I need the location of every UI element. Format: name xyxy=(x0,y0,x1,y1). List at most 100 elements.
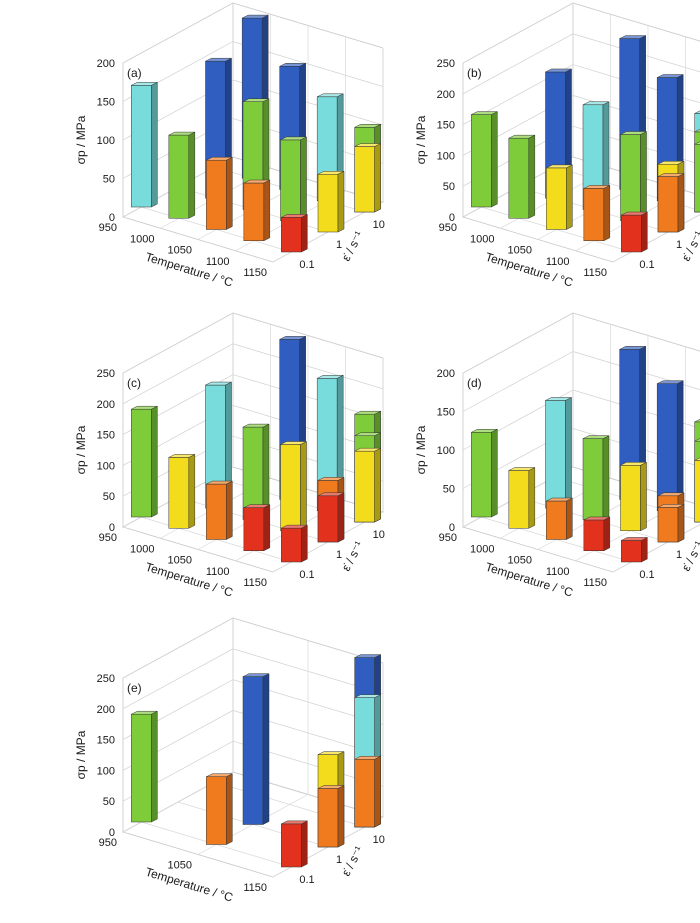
bar-top xyxy=(242,423,270,428)
bar-top xyxy=(131,82,158,86)
temp-tick-label: 1150 xyxy=(243,882,267,894)
bar xyxy=(354,447,381,523)
bar-top xyxy=(317,171,345,175)
temp-tick-label: 1050 xyxy=(168,245,192,257)
bar-side xyxy=(263,179,271,242)
bar-side xyxy=(337,785,345,848)
bar-side xyxy=(374,143,381,213)
bar-side xyxy=(374,755,381,828)
bar-top xyxy=(694,110,700,114)
bar-top xyxy=(354,447,381,452)
rate-tick-label: 1 xyxy=(336,549,342,561)
bar-front xyxy=(582,438,604,520)
bar-top xyxy=(619,346,646,350)
bar-front xyxy=(206,776,227,845)
bar xyxy=(620,131,647,222)
z-tick-label: 100 xyxy=(437,445,455,457)
temp-tick-label: 1150 xyxy=(243,267,267,279)
bar-top xyxy=(620,131,647,135)
bar xyxy=(657,173,685,233)
bar xyxy=(621,537,648,563)
bar xyxy=(317,492,345,543)
temp-tick-label: 1050 xyxy=(508,245,532,257)
bar-top xyxy=(279,63,306,67)
bar-top xyxy=(694,418,700,423)
rate-tick-label: 10 xyxy=(373,219,385,231)
z-tick-label: 250 xyxy=(97,673,115,685)
z-tick-label: 250 xyxy=(437,58,455,70)
z-tick-label: 0 xyxy=(109,212,115,224)
stress-axis-label: σp / MPa xyxy=(74,730,88,779)
bar-front xyxy=(354,450,375,523)
bar xyxy=(582,435,610,520)
panel-d: 05010015020095010001050110011500.1110(d)… xyxy=(414,312,700,600)
bar xyxy=(657,503,685,543)
bar xyxy=(317,170,345,233)
temp-tick-label: 1000 xyxy=(130,543,154,555)
bar-side xyxy=(565,397,572,509)
bar xyxy=(281,820,308,868)
bar xyxy=(131,81,158,208)
rate-tick-label: 1 xyxy=(676,549,682,561)
z-tick-label: 0 xyxy=(109,522,115,534)
rate-tick-label: 0.1 xyxy=(639,259,654,271)
bar-top xyxy=(281,820,308,825)
temp-tick-label: 1100 xyxy=(206,566,230,578)
bar-side xyxy=(188,131,196,219)
bar-top xyxy=(354,755,381,760)
bar-side xyxy=(528,134,536,219)
bar-top xyxy=(545,397,572,401)
bar xyxy=(206,156,233,230)
bar-side xyxy=(301,524,308,563)
bar-front xyxy=(354,758,375,828)
bar xyxy=(281,524,308,563)
z-tick-label: 150 xyxy=(97,735,115,747)
bar xyxy=(583,516,611,552)
bar-top xyxy=(619,35,646,39)
bar xyxy=(131,710,158,823)
bar-side xyxy=(603,184,611,242)
bar-top xyxy=(471,111,498,115)
bar xyxy=(317,785,345,848)
bar-side xyxy=(188,454,196,529)
bar-front xyxy=(471,114,492,208)
temp-tick-label: 950 xyxy=(99,837,117,849)
stress-axis-label: σp / MPa xyxy=(74,425,88,474)
z-gridline xyxy=(122,343,384,405)
bar-top xyxy=(280,136,307,141)
temp-tick-label: 1050 xyxy=(508,555,532,567)
bar-top xyxy=(354,143,381,147)
bar-side xyxy=(491,111,498,208)
bar-top xyxy=(317,785,345,789)
bar-side xyxy=(566,164,573,230)
bar-front xyxy=(280,139,301,221)
temp-tick-label: 950 xyxy=(439,532,457,544)
z-tick-label: 50 xyxy=(103,491,115,503)
z-tick-label: 150 xyxy=(97,97,115,109)
bar xyxy=(242,673,270,825)
bar xyxy=(545,397,572,509)
temp-tick-label: 1000 xyxy=(130,233,154,245)
bar-top xyxy=(582,101,610,106)
bar xyxy=(354,143,381,213)
bar xyxy=(508,134,536,219)
bar-top xyxy=(620,462,647,466)
bar-side xyxy=(677,503,685,543)
z-tick-label: 0 xyxy=(449,522,455,534)
bar-top xyxy=(205,381,232,386)
bar xyxy=(582,101,610,210)
panel-c: 0 50 100 150 200 250 950 1000 1050 1100 1150 0.1 1 10… xyxy=(74,312,385,600)
bar xyxy=(354,755,381,828)
bar xyxy=(280,441,307,532)
temp-tick-label: 1050 xyxy=(168,860,192,872)
bar-top xyxy=(546,164,573,169)
bar-top xyxy=(206,773,233,777)
bar xyxy=(583,184,611,242)
bar-front xyxy=(621,214,642,253)
bar-side xyxy=(226,480,233,540)
panel-label: (e) xyxy=(127,681,142,695)
bar-top xyxy=(471,429,498,433)
rate-tick-label: 0.1 xyxy=(299,874,314,886)
bar-top xyxy=(243,179,270,184)
